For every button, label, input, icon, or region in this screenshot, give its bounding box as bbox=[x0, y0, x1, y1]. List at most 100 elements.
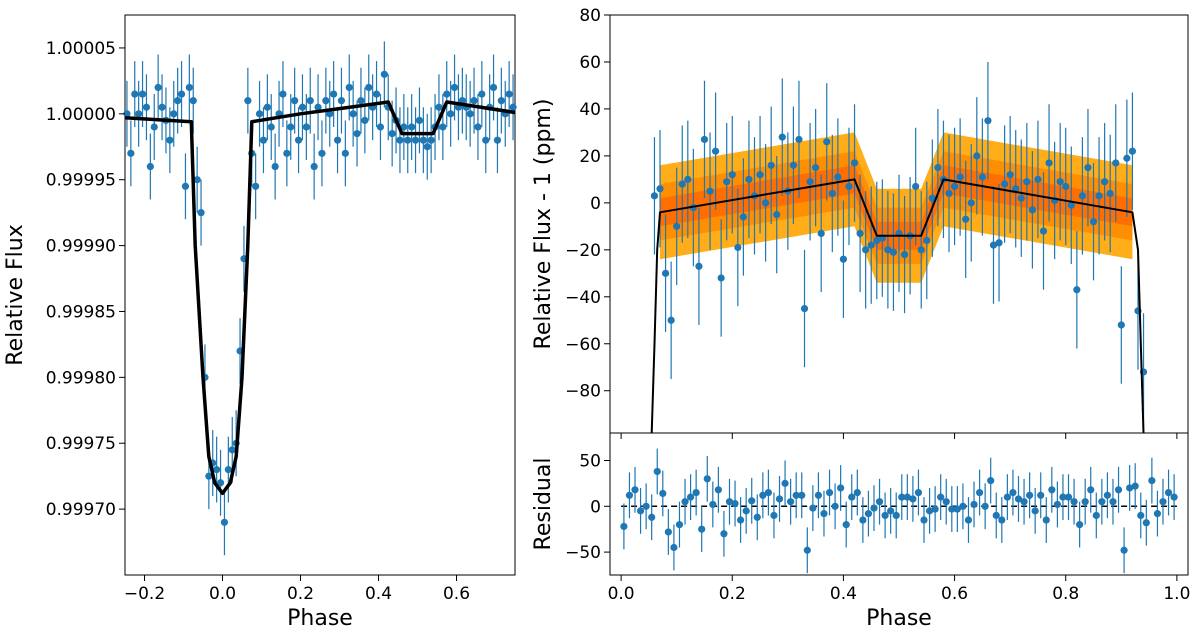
residual-ytick-label: 50 bbox=[579, 451, 601, 471]
phase-curve-data-point bbox=[1128, 147, 1137, 155]
phase-curve-data-point bbox=[900, 250, 909, 259]
phase-curve-data-point bbox=[700, 135, 709, 144]
left-data-point bbox=[404, 136, 412, 144]
phase-curve-data-point bbox=[1039, 227, 1048, 235]
residual-data-point bbox=[964, 516, 973, 524]
left-data-point bbox=[306, 97, 314, 105]
residual-data-point bbox=[659, 489, 667, 498]
left-ytick-label: 0.99980 bbox=[46, 368, 116, 388]
residual-data-point bbox=[959, 502, 967, 510]
phase-curve-data-point bbox=[650, 192, 659, 200]
phase-curve-data-point bbox=[962, 215, 970, 223]
phase-curve-data-point bbox=[850, 159, 859, 167]
residual-data-point bbox=[748, 497, 756, 505]
residual-data-point bbox=[914, 488, 923, 497]
phase-curve-data-point bbox=[1106, 189, 1114, 198]
left-data-point bbox=[150, 123, 158, 131]
phase-curve-data-point bbox=[661, 269, 670, 277]
left-data-point bbox=[255, 110, 264, 118]
residual-data-point bbox=[1137, 511, 1145, 520]
residual-xtick-label: 0.0 bbox=[608, 584, 635, 604]
phase-curve-data-point bbox=[728, 171, 736, 179]
residual-data-point bbox=[820, 510, 828, 518]
left-ytick-label: 0.99970 bbox=[46, 500, 116, 520]
residual-data-point bbox=[1070, 498, 1078, 506]
phase-curve-data-point bbox=[1028, 206, 1036, 214]
left-data-point bbox=[396, 136, 404, 144]
left-data-point bbox=[291, 97, 299, 105]
phase-curve-data-point bbox=[762, 199, 770, 207]
residual-data-point bbox=[948, 505, 956, 513]
phase-curve-ylabel: Relative Flux - 1 (ppm) bbox=[531, 99, 556, 350]
phase-curve-data-point bbox=[745, 175, 753, 183]
residual-data-point bbox=[859, 516, 867, 524]
left-data-point bbox=[302, 123, 310, 131]
residual-data-point bbox=[686, 493, 695, 501]
residual-data-point bbox=[831, 502, 839, 510]
phase-curve-data-point bbox=[667, 316, 675, 324]
residual-data-point bbox=[842, 521, 850, 529]
residual-data-point bbox=[1170, 493, 1178, 501]
phase-curve-ytick-label: 60 bbox=[579, 53, 601, 73]
residual-data-point bbox=[1159, 498, 1167, 506]
phase-curve-ytick-label: −40 bbox=[565, 288, 601, 308]
left-data-point bbox=[353, 129, 361, 138]
residual-data-point bbox=[937, 493, 945, 501]
residual-data-point bbox=[703, 475, 711, 483]
phase-curve-data-point bbox=[1017, 194, 1025, 202]
left-data-point bbox=[470, 97, 478, 105]
left-data-point bbox=[135, 110, 143, 118]
left-data-point bbox=[197, 209, 205, 217]
residual-data-point bbox=[920, 516, 928, 524]
residual-data-point bbox=[1087, 486, 1095, 494]
phase-curve-data-point bbox=[873, 236, 881, 245]
left-data-point bbox=[142, 103, 151, 111]
residual-data-point bbox=[709, 500, 717, 509]
residual-data-point bbox=[1031, 507, 1039, 515]
phase-curve-data-point bbox=[1056, 178, 1064, 186]
left-data-point bbox=[497, 97, 505, 105]
left-xtick-label: 0.4 bbox=[365, 584, 392, 604]
phase-curve-data-point bbox=[1006, 171, 1014, 179]
left-data-point bbox=[127, 149, 135, 157]
phase-curve-data-point bbox=[739, 213, 747, 221]
left-data-point bbox=[314, 103, 322, 111]
residual-data-point bbox=[681, 498, 689, 506]
residual-data-point bbox=[648, 513, 656, 521]
left-data-point bbox=[166, 136, 174, 144]
left-data-point bbox=[310, 162, 318, 171]
left-data-point bbox=[337, 97, 346, 105]
left-data-point bbox=[388, 129, 396, 138]
residual-data-point bbox=[1076, 521, 1084, 529]
residual-data-point bbox=[798, 491, 806, 499]
phase-curve-data-point bbox=[823, 138, 831, 146]
residual-data-point bbox=[1092, 511, 1100, 520]
left-model-line bbox=[124, 100, 516, 496]
left-data-point bbox=[271, 162, 279, 171]
residual-data-point bbox=[753, 513, 761, 521]
left-data-point bbox=[279, 90, 287, 98]
phase-curve-data-point bbox=[734, 243, 742, 252]
left-xtick-label: −0.2 bbox=[124, 584, 165, 604]
left-data-point bbox=[185, 83, 193, 92]
residual-data-point bbox=[670, 543, 678, 552]
phase-curve-data-point bbox=[773, 211, 781, 219]
phase-curve-data-point bbox=[756, 171, 764, 179]
left-data-point bbox=[189, 97, 197, 105]
phase-curve-ytick-label: 80 bbox=[579, 6, 601, 26]
left-xlabel: Phase bbox=[287, 606, 353, 631]
phase-curve-data-point bbox=[678, 180, 686, 188]
residual-xtick-label: 0.8 bbox=[1052, 584, 1079, 604]
phase-curve-data-point bbox=[973, 152, 981, 160]
left-data-point bbox=[267, 123, 275, 131]
phase-curve-data-point bbox=[984, 117, 992, 125]
left-ytick-label: 1.00005 bbox=[46, 39, 116, 59]
phase-curve-data-point bbox=[1073, 286, 1081, 294]
phase-curve-data-point bbox=[956, 173, 964, 181]
residual-data-point bbox=[970, 500, 978, 509]
left-data-point bbox=[427, 136, 435, 144]
phase-curve-data-point bbox=[839, 255, 848, 263]
phase-curve-data-point bbox=[867, 241, 875, 249]
phase-curve-data-point bbox=[1084, 164, 1092, 172]
